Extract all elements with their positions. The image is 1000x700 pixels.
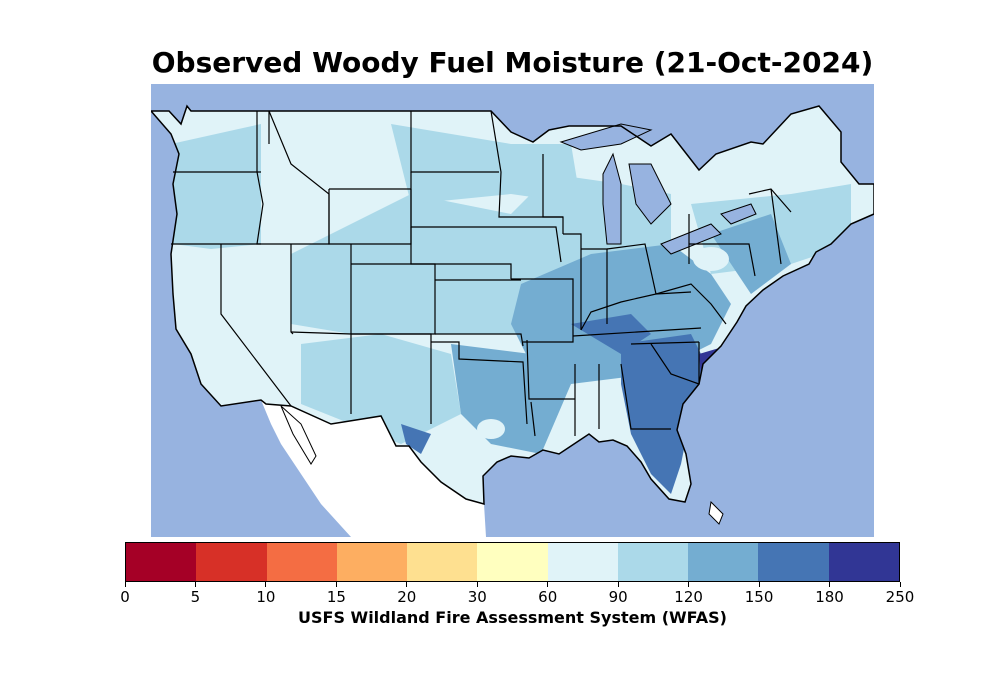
colorbar-segment bbox=[758, 543, 829, 581]
coast-details bbox=[280, 405, 724, 525]
mexico-land bbox=[261, 400, 486, 537]
colorbar-segment bbox=[617, 543, 689, 581]
colorbar-tick-label: 120 bbox=[674, 588, 703, 606]
colorbar-segment bbox=[828, 543, 899, 581]
colorbar-tick-label: 90 bbox=[608, 588, 628, 606]
colorbar-tick-label: 5 bbox=[190, 588, 201, 606]
canada-land bbox=[151, 84, 874, 111]
colorbar-tick-label: 20 bbox=[397, 588, 417, 606]
colorbar-tick-label: 150 bbox=[744, 588, 774, 606]
colorbar-tick-label: 30 bbox=[467, 588, 487, 606]
colorbar-segment bbox=[196, 543, 267, 581]
colorbar bbox=[125, 542, 900, 582]
colorbar-caption: USFS Wildland Fire Assessment System (WF… bbox=[298, 608, 727, 627]
colorbar-segment bbox=[688, 543, 759, 581]
colorbar-tick-label: 10 bbox=[256, 588, 276, 606]
colorbar-segment bbox=[126, 543, 197, 581]
state-borders bbox=[171, 110, 792, 437]
colorbar-segment bbox=[547, 543, 618, 581]
colorbar-ticks: 0 5 10 15 20 30 60 90 120 150 180 250 bbox=[120, 582, 914, 606]
colorbar-tick-label: 250 bbox=[885, 588, 915, 606]
colorbar-tick-label: 60 bbox=[538, 588, 558, 606]
colorbar-tick-label: 0 bbox=[120, 588, 130, 606]
colorbar-tick-label: 180 bbox=[815, 588, 844, 606]
colorbar-segment bbox=[407, 543, 478, 581]
moisture-fill bbox=[151, 106, 874, 504]
colorbar-segment bbox=[266, 543, 337, 581]
colorbar-segment bbox=[336, 543, 408, 581]
fuel-moisture-map bbox=[151, 84, 874, 537]
colorbar-segment bbox=[477, 543, 548, 581]
map-title: Observed Woody Fuel Moisture (21-Oct-202… bbox=[151, 46, 874, 79]
colorbar-tick-label: 15 bbox=[326, 588, 346, 606]
